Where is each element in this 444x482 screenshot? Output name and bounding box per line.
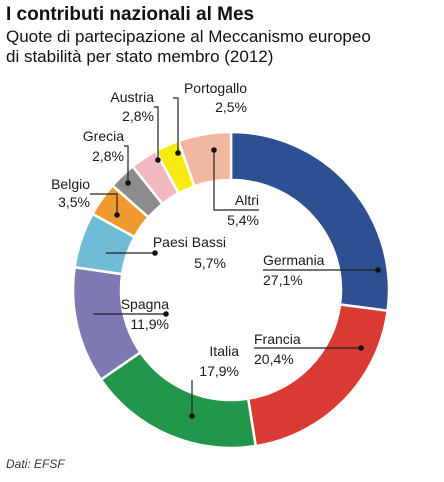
leader-line-grecia <box>124 145 129 183</box>
slice-value-altri: 5,4% <box>227 212 259 228</box>
slice-label-altri: Altri <box>235 192 259 208</box>
slice-label-belgio: Belgio <box>51 176 90 192</box>
leader-dot-paesi-bassi <box>152 250 158 256</box>
leader-dot-germania <box>375 267 381 273</box>
chart-subtitle-line-2: di stabilità per stato membro (2012) <box>6 47 273 66</box>
leader-dot-italia <box>189 413 195 419</box>
leader-dot-spagna <box>163 311 169 317</box>
slice-label-austria: Austria <box>110 89 154 105</box>
slice-value-austria: 2,8% <box>122 108 154 124</box>
slice-value-belgio: 3,5% <box>58 194 90 210</box>
leader-line-altri <box>213 150 259 211</box>
slice-label-germania: Germania <box>263 252 325 268</box>
slices-layer <box>71 130 391 450</box>
slice-label-grecia: Grecia <box>83 128 124 144</box>
leader-dot-francia <box>358 345 364 351</box>
slice-value-paesi-bassi: 5,7% <box>194 255 226 271</box>
chart-source: Dati: EFSF <box>6 457 65 471</box>
leader-dot-belgio <box>114 212 120 218</box>
slice-value-germania: 27,1% <box>263 272 303 288</box>
slice-value-spagna: 11,9% <box>130 316 169 332</box>
slice-value-italia: 17,9% <box>199 363 239 379</box>
leader-dot-altri <box>211 147 217 153</box>
leader-dot-portogallo <box>175 150 181 156</box>
slice-value-portogallo: 2,5% <box>215 99 247 115</box>
slice-label-francia: Francia <box>254 331 301 347</box>
slice-altri <box>176 130 233 188</box>
labels-layer: Germania 27,1% Francia 20,4% Italia 17,9% Spag… <box>51 80 381 419</box>
chart-title: I contributi nazionali al Mes <box>6 4 254 25</box>
slice-francia <box>246 303 390 448</box>
chart-subtitle-line-1: Quote di partecipazione al Meccanismo eu… <box>6 27 371 46</box>
slice-label-paesi-bassi: Paesi Bassi <box>153 234 226 250</box>
slice-label-italia: Italia <box>209 343 239 359</box>
slice-value-grecia: 2,8% <box>92 148 124 164</box>
leader-dot-austria <box>155 157 161 163</box>
slice-label-spagna: Spagna <box>121 296 169 312</box>
leader-line-austria <box>154 106 159 160</box>
leader-line-belgio <box>90 193 118 215</box>
leader-dot-grecia <box>125 180 131 186</box>
slice-value-francia: 20,4% <box>254 351 294 367</box>
slice-label-portogallo: Portogallo <box>184 80 247 96</box>
leader-line-portogallo <box>173 97 179 153</box>
